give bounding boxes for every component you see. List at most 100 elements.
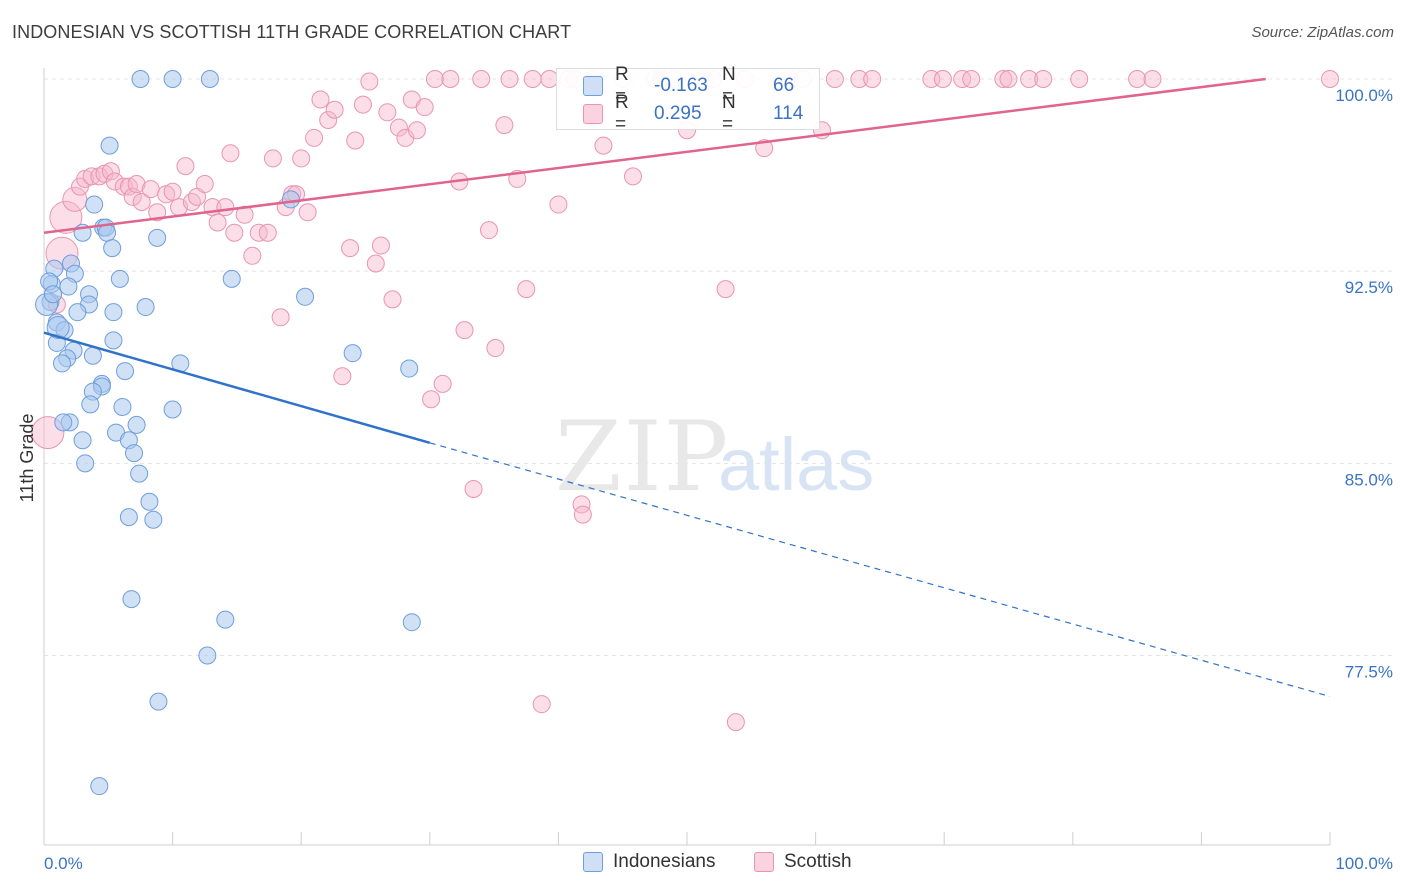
indonesians-point <box>103 239 122 258</box>
r-value: 0.295 <box>654 103 702 124</box>
scottish-point <box>479 221 498 240</box>
scottish-point <box>933 70 952 88</box>
scottish-point <box>371 236 390 255</box>
scottish-point <box>292 149 311 168</box>
scottish-point <box>422 390 441 409</box>
indonesians-point <box>68 303 87 322</box>
indonesians-point <box>76 454 95 473</box>
scottish-point <box>176 157 195 176</box>
axes <box>43 68 1331 846</box>
indonesians-point <box>100 136 119 155</box>
scottish-point <box>994 70 1013 88</box>
scottish-point <box>863 70 882 88</box>
scottish-point <box>953 70 972 88</box>
indonesians-point <box>140 492 159 511</box>
indonesians-point <box>83 346 102 365</box>
indonesians-point <box>104 303 123 322</box>
scottish-trend-solid <box>43 77 1266 234</box>
scottish-point <box>523 70 542 88</box>
scottish-point <box>415 98 434 117</box>
scottish-point <box>517 280 536 299</box>
scottish-point <box>243 246 262 265</box>
scottish-point <box>716 280 735 299</box>
indonesians-point <box>119 508 138 527</box>
scottish-point <box>383 290 402 309</box>
scottish-point <box>594 136 613 155</box>
r-label: R = <box>615 64 629 107</box>
indonesians-point <box>149 692 168 711</box>
scottish-point <box>464 479 483 498</box>
scottish-point <box>366 254 385 273</box>
y-axis-label: 11th Grade <box>17 414 37 503</box>
scottish-point <box>755 139 774 158</box>
scottish-point <box>353 95 372 114</box>
legend-swatch-pink <box>754 852 774 872</box>
scottish-point <box>49 200 83 234</box>
source-credit: Source: ZipAtlas.com <box>1251 24 1394 41</box>
scottish-point <box>249 223 268 242</box>
scottish-point <box>1321 70 1339 88</box>
scottish-point <box>1070 70 1089 88</box>
watermark-zip: ZIP <box>555 401 730 513</box>
indonesians-point <box>163 70 182 88</box>
scottish-point <box>433 374 452 393</box>
scottish-point <box>573 505 592 524</box>
r-value: -0.163 <box>654 75 708 96</box>
scottish-point <box>495 116 514 135</box>
scottish-point <box>825 70 844 88</box>
stats-swatch-blue <box>583 76 603 96</box>
scottish-point <box>182 192 201 211</box>
scottish-point <box>101 162 120 181</box>
indonesians-point <box>343 344 362 363</box>
x-tick-label: 100.0% <box>1335 854 1393 873</box>
n-label: N = <box>722 64 736 107</box>
x-tick-label: 0.0% <box>44 854 83 873</box>
scottish-point <box>163 182 182 201</box>
indonesians-point <box>402 613 421 632</box>
scottish-point <box>1020 70 1039 88</box>
scottish-point <box>472 70 491 88</box>
trend-lines <box>43 77 1331 698</box>
scottish-point <box>425 70 444 88</box>
tick-labels: 77.5% 85.0% 92.5% 100.0% 0.0% 100.0% <box>44 86 1393 873</box>
y-tick-label: 100.0% <box>1335 86 1393 105</box>
indonesians-point <box>46 316 70 340</box>
scottish-point <box>549 195 568 214</box>
stats-legend-box: R = -0.163 N = 66 R = 0.295 N = 114 <box>556 64 820 135</box>
indonesians-point <box>136 298 155 317</box>
indonesians-point <box>73 431 92 450</box>
scottish-point <box>148 203 167 222</box>
scottish-point <box>258 223 277 242</box>
indonesians-point <box>131 70 150 88</box>
indonesians-trend-dashed <box>429 442 1331 698</box>
scottish-point <box>378 103 397 122</box>
indonesians-point <box>130 464 149 483</box>
scottish-point <box>455 321 474 340</box>
legend-label: Indonesians <box>613 851 716 872</box>
legend-item-indonesians[interactable]: Indonesians <box>583 851 715 873</box>
scottish-point <box>726 713 745 732</box>
scottish-point <box>263 149 282 168</box>
scottish-point <box>298 203 317 222</box>
scottish-point <box>333 367 352 386</box>
scottish-point <box>999 70 1018 88</box>
scottish-point <box>127 175 146 194</box>
indonesians-point <box>81 395 100 414</box>
indonesians-point <box>116 362 135 381</box>
scottish-point <box>532 695 551 714</box>
grid-lines <box>44 78 1395 656</box>
scottish-point <box>441 70 460 88</box>
scottish-point <box>346 131 365 150</box>
indonesians-point <box>125 444 144 463</box>
scottish-point <box>325 100 344 119</box>
indonesians-point <box>222 269 241 288</box>
series-indonesians-points <box>35 70 421 796</box>
legend-item-scottish[interactable]: Scottish <box>754 851 852 873</box>
indonesians-point <box>200 70 219 88</box>
y-tick-label: 92.5% <box>1345 278 1393 297</box>
indonesians-trend-solid <box>43 331 431 445</box>
watermark-atlas: atlas <box>718 423 874 506</box>
indonesians-point <box>110 269 129 288</box>
scottish-point <box>141 180 160 199</box>
scottish-point <box>360 72 379 91</box>
